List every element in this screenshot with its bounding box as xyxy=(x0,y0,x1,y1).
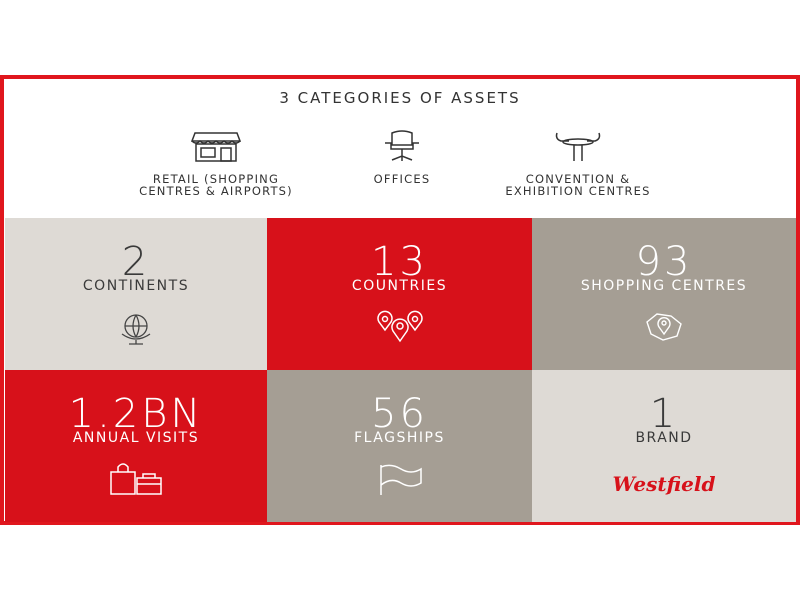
stat-label: FLAGSHIPS xyxy=(354,430,445,446)
label-line: CENTRES & AIRPORTS) xyxy=(139,184,293,198)
category: CONVENTION & EXHIBITION CENTRES xyxy=(478,129,678,197)
label-line: CONVENTION & xyxy=(525,172,631,186)
bags-icon xyxy=(110,463,162,495)
stat-cell: 56 FLAGSHIPS xyxy=(267,370,532,522)
map-icon xyxy=(646,313,682,341)
stat-label: COUNTRIES xyxy=(351,278,448,294)
stat-cell: 1.2BN ANNUAL VISITS xyxy=(5,370,267,522)
stat-label: SHOPPING CENTRES xyxy=(580,278,748,294)
stat-cell: 13 COUNTRIES xyxy=(267,218,532,370)
stat-number: 93 xyxy=(635,239,693,285)
category: OFFICES xyxy=(302,129,502,185)
pins-icon xyxy=(376,310,423,343)
stat-cell: 93 SHOPPING CENTRES xyxy=(532,218,796,370)
stat-label: BRAND xyxy=(635,430,693,446)
table-icon xyxy=(555,132,601,161)
label-line: OFFICES xyxy=(373,172,431,186)
category-label: OFFICES xyxy=(302,173,502,185)
stat-number: 56 xyxy=(371,391,428,437)
stat-cell: 1 BRAND Westfield xyxy=(532,370,796,522)
flag-icon xyxy=(379,464,422,495)
category-label: RETAIL (SHOPPING CENTRES & AIRPORTS) xyxy=(116,173,316,197)
stat-cell: 2 CONTINENTS xyxy=(5,218,267,370)
stat-number: 2 xyxy=(121,239,151,285)
brand-logo: Westfield xyxy=(612,472,716,496)
stat-number: 1 xyxy=(649,391,679,437)
stat-number: 1.2BN xyxy=(68,391,204,437)
globe-icon xyxy=(121,314,151,345)
infographic: 3 CATEGORIES OF ASSETS RETAIL (SHOPPING … xyxy=(0,75,800,525)
label-line: EXHIBITION CENTRES xyxy=(505,184,651,198)
stat-label: CONTINENTS xyxy=(82,278,190,294)
stat-label: ANNUAL VISITS xyxy=(72,430,200,446)
label-line: RETAIL (SHOPPING xyxy=(152,172,280,186)
title: 3 CATEGORIES OF ASSETS xyxy=(279,89,521,107)
chair-icon xyxy=(385,130,419,161)
stat-number: 13 xyxy=(371,239,428,285)
category: RETAIL (SHOPPING CENTRES & AIRPORTS) xyxy=(116,129,316,197)
category-label: CONVENTION & EXHIBITION CENTRES xyxy=(478,173,678,197)
store-icon xyxy=(191,132,241,162)
